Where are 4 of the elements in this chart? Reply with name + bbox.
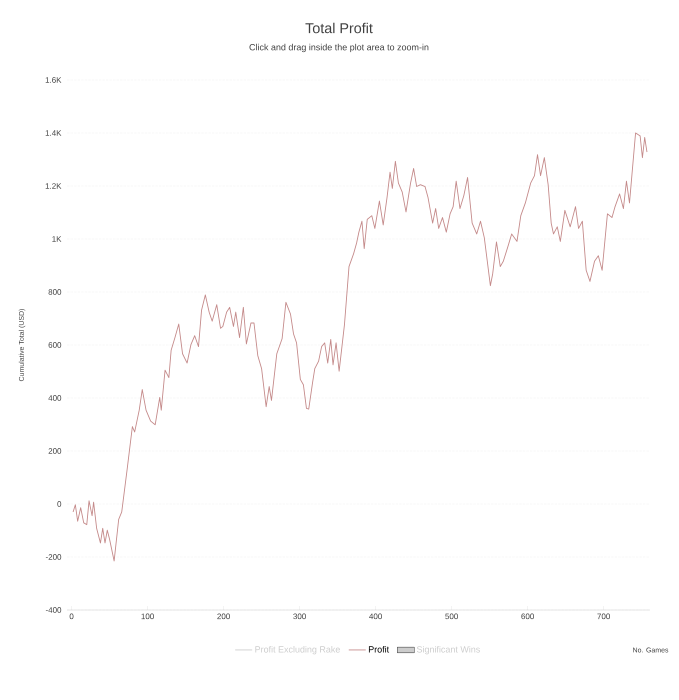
line-series — [72, 132, 648, 562]
chart-title: Total Profit — [305, 22, 373, 34]
legend-label: Profit — [368, 646, 390, 653]
chart-subtitle: Click and drag inside the plot area to zoom-in — [249, 44, 428, 52]
